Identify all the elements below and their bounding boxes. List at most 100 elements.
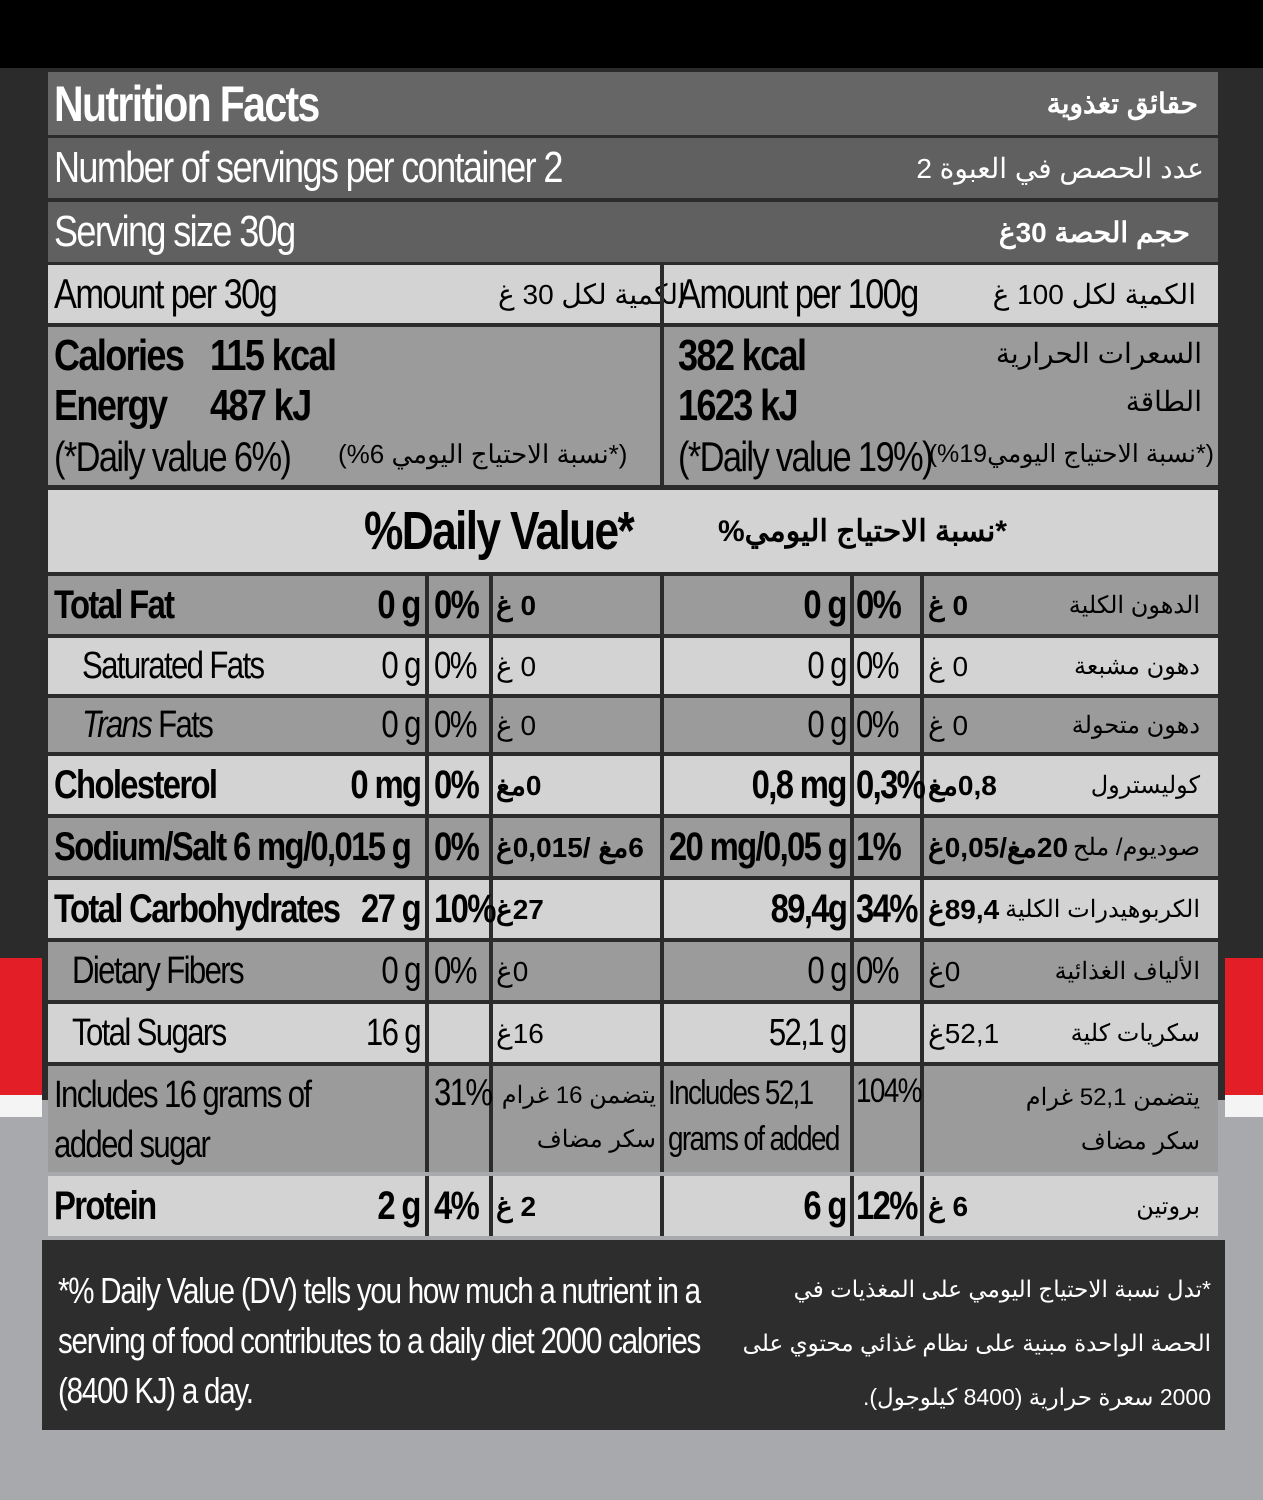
percent-100: 0%: [856, 582, 902, 627]
title-row: Nutrition Facts حقائق تغذوية: [48, 72, 1218, 135]
energy-30: 487 kJ: [210, 381, 312, 430]
energy-label: Energy: [54, 381, 168, 430]
nutrient-label-ar: صوديوم/ ملح: [1072, 833, 1200, 861]
amount-left: Amount per 30g: [54, 270, 278, 317]
percent-30: 0%: [434, 582, 480, 627]
amount-left-ar: الكمية لكل 30 غ: [498, 278, 686, 310]
nutrient-row: Protein 2 g 4% 2 غ 6 g 12% 6 غ بروتين: [48, 1176, 1218, 1236]
footer: *% Daily Value (DV) tells you how much a…: [42, 1240, 1225, 1430]
footer-ar: *تدل نسبة الاحتياج اليومي على المغذيات ف…: [742, 1276, 1211, 1410]
nutrient-row: Total Carbohydrates 27 g 10% 27غ 89,4g 34% 89,…: [48, 880, 1218, 938]
daily-value-header: %Daily Value* *نسبة الاحتياج اليومي%: [48, 490, 1218, 572]
nutrient-label-text: Fats: [151, 703, 214, 746]
amount-100: Includes 52,1 grams of added sugar: [668, 1074, 840, 1204]
nutrient-label-ar: يتضمن 52,1 غرام سكر مضاف: [1025, 1084, 1200, 1155]
amount-100-ar: 0غ: [928, 955, 961, 987]
percent-30: 10%: [434, 886, 496, 931]
calories-100: 382 kcal: [678, 331, 807, 380]
nutrient-label-text: Total Sugars: [72, 1011, 227, 1054]
title: Nutrition Facts: [54, 75, 320, 132]
amount-right: Amount per 100g: [678, 270, 919, 317]
nutrient-label-ar: سكريات كلية: [1070, 1019, 1200, 1047]
amount-100: 6 g: [803, 1183, 848, 1228]
amount-30-ar: 0غ: [496, 955, 529, 987]
amount-100-ar: 20مغ/0,05غ: [928, 831, 1069, 863]
nutrient-row: Sodium/Salt 6 mg/0,015 g 0% 6مغ /0,015غ 20 …: [48, 818, 1218, 876]
nutrient-label: Saturated Fats: [82, 645, 265, 688]
nutrient-label-ar: كوليسترول: [1090, 771, 1200, 799]
dv-100: (*Daily value 19%): [678, 433, 933, 480]
nutrient-label-text: Cholesterol: [54, 762, 218, 807]
serving-size: Serving size 30g: [54, 207, 296, 256]
nutrient-label-text: Protein: [54, 1183, 157, 1228]
percent-100: 0,3%: [856, 762, 926, 807]
nutrient-label: Trans Fats: [82, 703, 214, 747]
nutrient-label: Includes 16 grams of added sugar: [54, 1070, 325, 1170]
amount-100: 0 g: [807, 644, 848, 687]
footer-en: *% Daily Value (DV) tells you how much a…: [58, 1270, 701, 1411]
nutrient-row: Cholesterol 0 mg 0% 0مغ 0,8 mg 0,3% 0,8مغ كوليس…: [48, 756, 1218, 814]
red-stripe-left: [0, 958, 42, 1095]
nutrient-label: Total Fat: [54, 582, 175, 628]
nutrient-row: Dietary Fibers 0 g 0% 0غ 0 g 0% 0غ الألياف الغذ…: [48, 942, 1218, 1000]
percent-30: 31%: [434, 1072, 493, 1114]
calories-ar: السعرات الحرارية: [995, 338, 1202, 369]
amount-100: 0 g: [803, 582, 848, 627]
percent-30: 4%: [434, 1183, 480, 1228]
amount-100-ar: 0,8مغ: [928, 769, 997, 801]
amount-right-ar: الكمية لكل 100 غ: [992, 278, 1196, 310]
amount-100: 89,4g: [770, 886, 847, 931]
percent-100: 0%: [856, 949, 899, 992]
percent-100: 12%: [856, 1183, 918, 1228]
nutrient-label-text: Total Fat: [54, 582, 175, 627]
percent-30: 0%: [434, 824, 480, 869]
nutrient-label: Protein: [54, 1183, 157, 1229]
amount-100-ar: 0 غ: [928, 709, 969, 741]
nutrient-label-text: Sodium/Salt 6 mg/0,015 g: [54, 824, 412, 869]
amount-30: 0 g: [377, 582, 422, 627]
nutrient-label-ar: دهون مشبعة: [1074, 652, 1200, 680]
nutrient-row: Includes 16 grams of added sugar 31% يتضمن…: [48, 1066, 1218, 1204]
servings-ar: عدد الحصص في العبوة 2: [916, 152, 1204, 184]
amount-30: 2 g: [377, 1183, 422, 1228]
red-stripe-right: [1225, 958, 1263, 1095]
nutrient-label-text: Includes 16 grams of added sugar: [54, 1074, 312, 1166]
energy-100: 1623 kJ: [678, 381, 799, 430]
amount-30-ar: 16غ: [496, 1017, 544, 1049]
amount-30-ar: 0مغ: [496, 769, 542, 801]
dv-30: (*Daily value 6%): [54, 433, 292, 480]
top-black-band: [0, 0, 1263, 68]
percent-30: 0%: [434, 703, 477, 746]
nutrient-label-ar: دهون متحولة: [1071, 711, 1200, 739]
energy-ar: الطاقة: [1125, 386, 1202, 417]
nutrient-label-italic: Trans: [82, 703, 153, 746]
nutrient-label-text: Dietary Fibers: [72, 949, 245, 992]
percent-30: 0%: [434, 644, 477, 687]
amount-30: 16 g: [365, 1011, 422, 1054]
amount-30-ar: 2 غ: [496, 1190, 537, 1222]
nutrient-label-text: Total Carbohydrates: [54, 886, 341, 931]
percent-30: 0%: [434, 762, 480, 807]
nutrient-label: Cholesterol: [54, 762, 218, 808]
amount-100: 0 g: [807, 949, 848, 992]
amount-row: Amount per 30g الكمية لكل 30 غ Amount pe…: [48, 265, 1218, 323]
percent-100: 34%: [856, 886, 918, 931]
nutrient-label: Dietary Fibers: [72, 949, 245, 993]
amount-30: 0 mg: [350, 762, 422, 807]
white-stripe-left: [0, 1095, 42, 1117]
amount-30-ar: 27غ: [496, 893, 544, 925]
amount-100-ar: 0 غ: [928, 589, 969, 621]
amount-100: 0,8 mg: [751, 762, 848, 807]
nutrient-label: Sodium/Salt 6 mg/0,015 g: [54, 824, 412, 870]
amount-30: 0 g: [381, 644, 422, 687]
amount-100-ar: 52,1غ: [928, 1017, 1000, 1049]
amount-100-ar: 6 غ: [928, 1190, 969, 1222]
title-ar: حقائق تغذوية: [1046, 88, 1198, 119]
white-stripe-right: [1225, 1095, 1263, 1117]
nutrient-label: Total Carbohydrates: [54, 886, 341, 932]
nutrient-label: Total Sugars: [72, 1011, 227, 1055]
nutrient-label-ar: الألياف الغذائية: [1054, 957, 1200, 985]
servings-row: Number of servings per container 2 عدد ا…: [48, 138, 1218, 198]
